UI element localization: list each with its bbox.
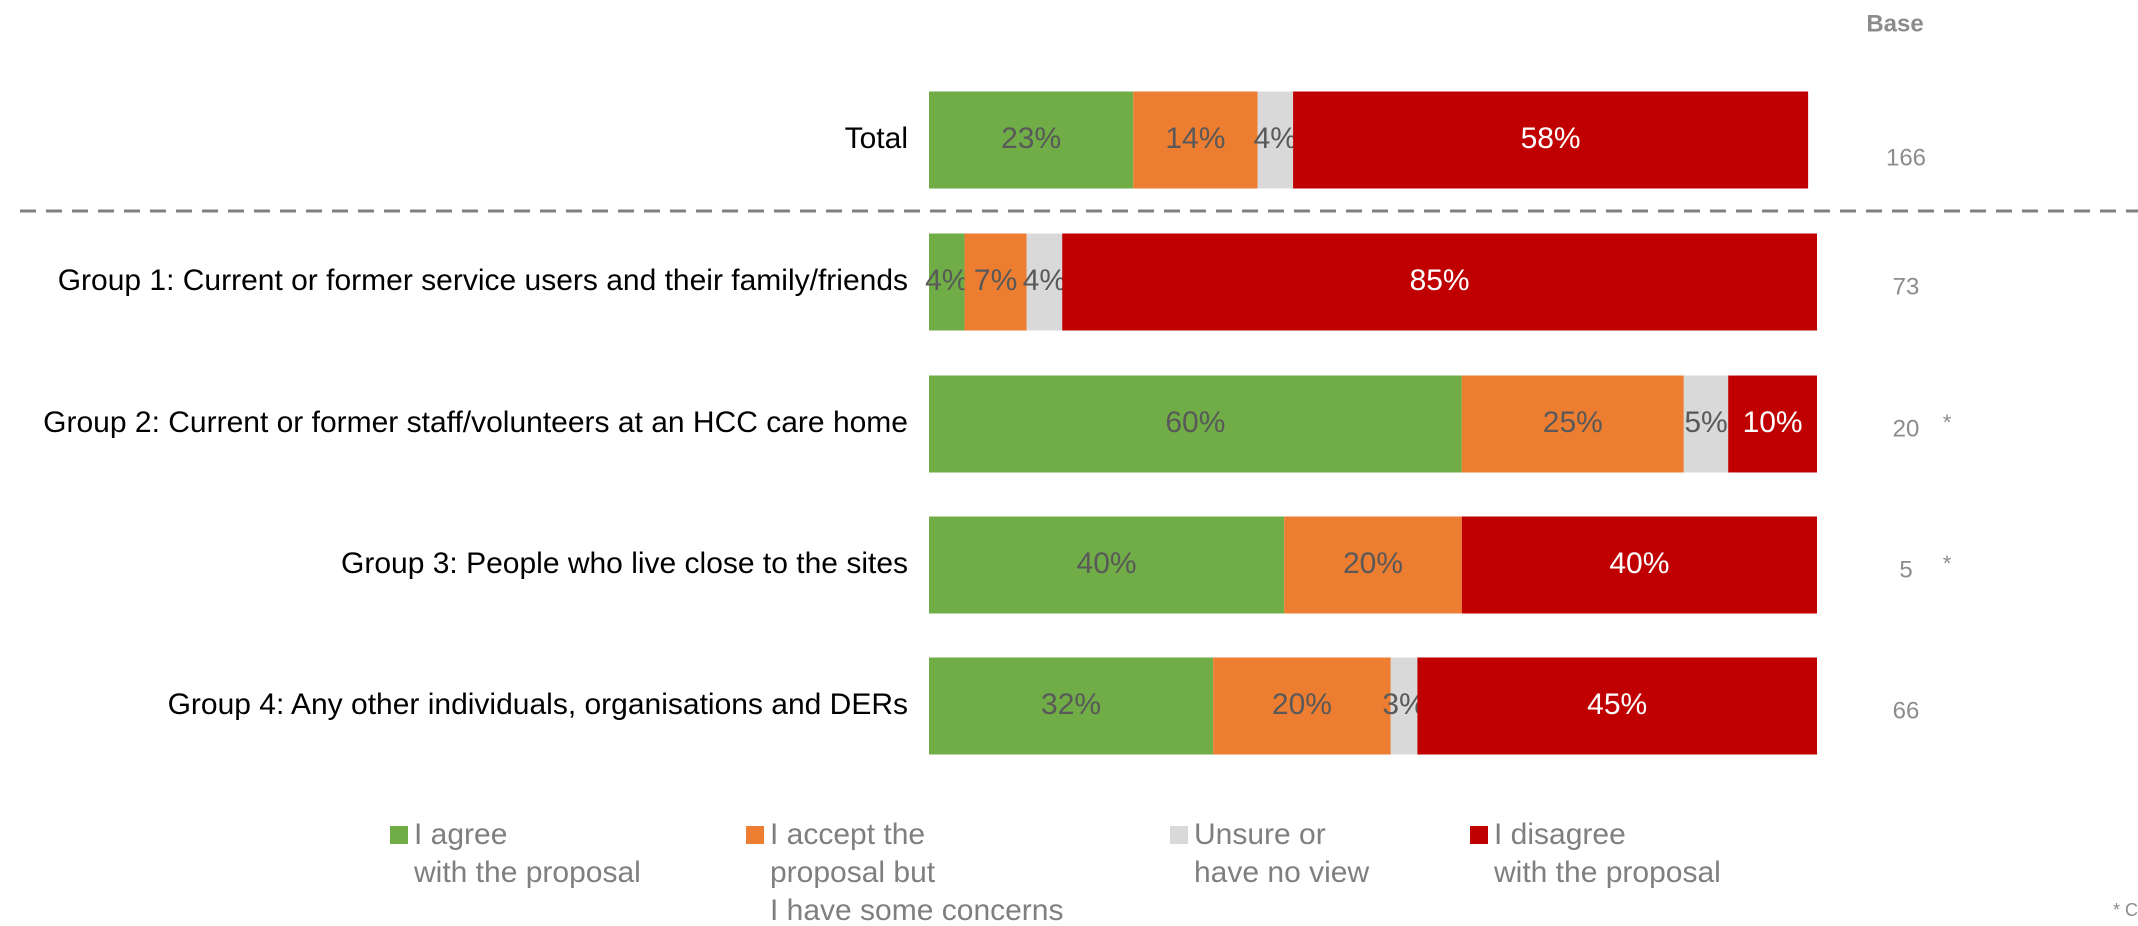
legend-swatch bbox=[1470, 826, 1488, 844]
value-label: 7% bbox=[974, 264, 1017, 297]
category-label: Group 3: People who live close to the si… bbox=[341, 547, 908, 580]
category-label: Total bbox=[845, 122, 908, 155]
category-label: Group 1: Current or former service users… bbox=[58, 264, 908, 297]
legend-label: I disagree with the proposal bbox=[1493, 818, 1721, 889]
category-label: Group 4: Any other individuals, organisa… bbox=[168, 688, 908, 721]
bar-segment bbox=[1461, 375, 1684, 473]
bar-segment bbox=[1390, 657, 1418, 755]
category-label: Group 2: Current or former staff/volunte… bbox=[43, 406, 908, 439]
base-header: Base bbox=[1866, 10, 1923, 37]
legend-swatch bbox=[1170, 826, 1188, 844]
base-value: 166 bbox=[1886, 144, 1926, 171]
bar-segment bbox=[929, 375, 1462, 473]
bar-segment bbox=[1284, 516, 1462, 614]
bar-segment bbox=[1683, 375, 1729, 473]
value-label: 85% bbox=[1410, 264, 1470, 297]
base-value: 5 bbox=[1899, 556, 1912, 583]
bar-segment bbox=[1728, 375, 1817, 473]
legend-swatch bbox=[746, 826, 764, 844]
base-note: * bbox=[1943, 551, 1952, 576]
value-label: 20% bbox=[1343, 547, 1403, 580]
legend-swatch bbox=[390, 826, 408, 844]
bar-segment bbox=[929, 657, 1214, 755]
bar-segment bbox=[1257, 91, 1294, 189]
value-label: 14% bbox=[1165, 122, 1225, 155]
value-label: 25% bbox=[1543, 406, 1603, 439]
bar-segment bbox=[1062, 233, 1817, 331]
base-note: * bbox=[1943, 410, 1952, 435]
bar-segment bbox=[1461, 516, 1817, 614]
value-label: 40% bbox=[1077, 547, 1137, 580]
value-label: 60% bbox=[1165, 406, 1225, 439]
bar-segment bbox=[1213, 657, 1391, 755]
value-label: 32% bbox=[1041, 688, 1101, 721]
value-label: 4% bbox=[925, 264, 968, 297]
base-value: 73 bbox=[1893, 273, 1920, 300]
value-label: 20% bbox=[1272, 688, 1332, 721]
bar-segment bbox=[1417, 657, 1817, 755]
legend-label: Unsure or have no view bbox=[1194, 818, 1369, 889]
bar-segment bbox=[929, 91, 1134, 189]
value-label: 45% bbox=[1587, 688, 1647, 721]
legend-label: I accept the proposal but I have some conc… bbox=[770, 818, 1063, 926]
value-label: 40% bbox=[1609, 547, 1669, 580]
bar-segment bbox=[1293, 91, 1809, 189]
bar-segment bbox=[1133, 91, 1258, 189]
base-value: 66 bbox=[1893, 697, 1920, 724]
bar-segment bbox=[964, 233, 1027, 331]
bar-segment bbox=[929, 233, 965, 331]
value-label: 10% bbox=[1743, 406, 1803, 439]
value-label: 4% bbox=[1254, 122, 1297, 155]
legend-label: I agree with the proposal bbox=[413, 818, 641, 889]
value-label: 5% bbox=[1684, 406, 1727, 439]
bar-segment bbox=[1026, 233, 1063, 331]
footnote: * C bbox=[2113, 900, 2138, 920]
value-label: 23% bbox=[1001, 122, 1061, 155]
bar-segment bbox=[929, 516, 1285, 614]
value-label: 4% bbox=[1023, 264, 1066, 297]
base-value: 20 bbox=[1893, 415, 1920, 442]
value-label: 58% bbox=[1521, 122, 1581, 155]
